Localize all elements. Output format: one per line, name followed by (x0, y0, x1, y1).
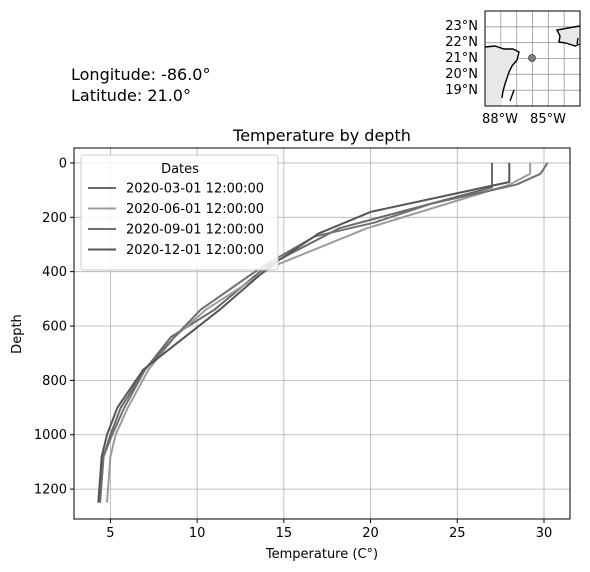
x-tick-label: 20 (362, 526, 379, 541)
longitude-text: Longitude: -86.0° (71, 65, 211, 84)
location-marker (528, 54, 536, 62)
x-tick-label: 15 (276, 526, 293, 541)
x-tick-label: 30 (536, 526, 553, 541)
cuba-coastline (555, 25, 581, 47)
x-tick-label: 10 (189, 526, 206, 541)
lat-label: 21°N (445, 51, 478, 66)
series-lines (97, 162, 549, 503)
cuba-islet (576, 37, 579, 45)
y-axis-label: Depth (10, 314, 25, 354)
x-axis-label: Temperature (C°) (265, 547, 378, 562)
legend-box (80, 154, 279, 271)
axis-ticks: 5 10 15 20 25 30 0 200 400 600 800 1000 1200 (34, 156, 552, 541)
y-tick-label: 800 (42, 374, 67, 389)
latitude-text: Latitude: 21.0° (71, 86, 191, 105)
minimap-lon-labels: 88°W 85°W (482, 112, 566, 127)
y-tick-label: 1000 (34, 428, 67, 443)
lat-label: 19°N (445, 83, 478, 98)
legend-label: 2020-06-01 12:00:00 (126, 202, 264, 217)
legend-label: 2020-03-01 12:00:00 (126, 182, 264, 197)
y-tick-label: 400 (42, 265, 67, 280)
plot-frame (73, 147, 571, 520)
cuba-landmass (557, 26, 580, 46)
series-line-4 (97, 162, 511, 503)
legend-label: 2020-12-01 12:00:00 (126, 243, 264, 258)
island-coastline (509, 89, 515, 102)
lat-label: 22°N (445, 35, 478, 50)
series-line-3 (99, 162, 549, 503)
y-tick-label: 0 (59, 156, 67, 171)
lat-label: 20°N (445, 67, 478, 82)
minimap-frame (484, 10, 581, 107)
grid (74, 148, 570, 519)
location-minimap: 23°N 22°N 21°N 20°N 19°N 88°W 85°W (445, 10, 581, 127)
series-line-1 (99, 162, 493, 503)
yucatan-coastline (484, 45, 520, 99)
y-tick-label: 600 (42, 320, 67, 335)
x-tick-label: 5 (106, 526, 114, 541)
lat-label: 23°N (445, 19, 478, 34)
series-line-2 (106, 162, 532, 503)
y-tick-label: 1200 (34, 483, 67, 498)
yucatan-landmass (485, 46, 519, 106)
legend-title: Dates (161, 162, 199, 177)
legend-label: 2020-09-01 12:00:00 (126, 223, 264, 238)
lon-label: 88°W (482, 112, 518, 127)
y-tick-label: 200 (42, 211, 67, 226)
legend: Dates 2020-03-01 12:00:00 2020-06-01 12:0… (80, 154, 279, 271)
minimap-lat-labels: 23°N 22°N 21°N 20°N 19°N (445, 19, 478, 98)
x-tick-label: 25 (449, 526, 466, 541)
lon-label: 85°W (530, 112, 566, 127)
